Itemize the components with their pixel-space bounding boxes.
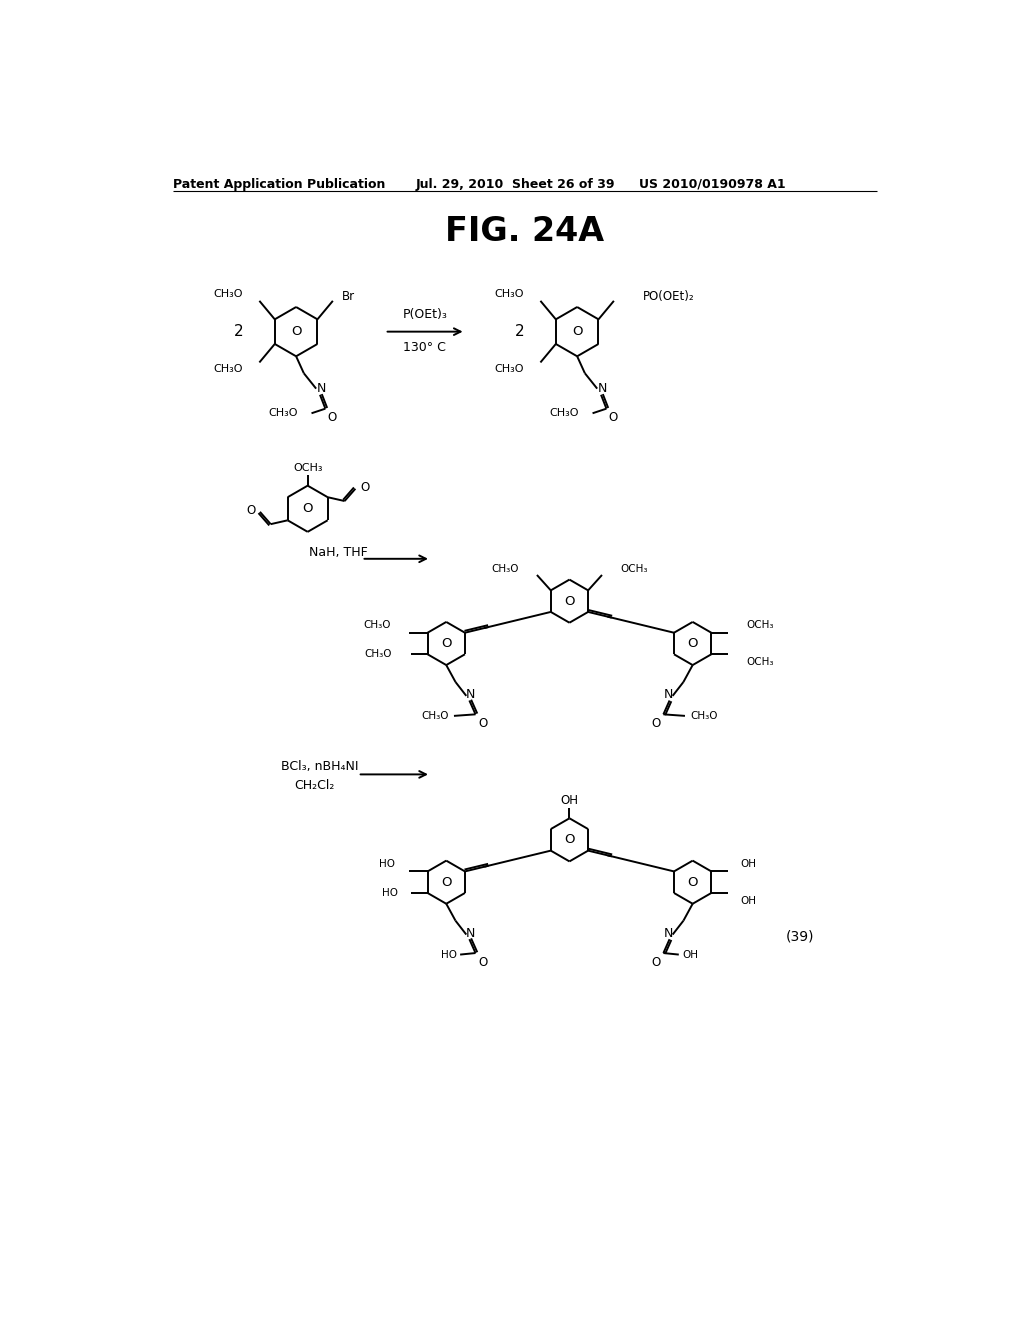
Text: O: O <box>291 325 301 338</box>
Text: O: O <box>564 833 574 846</box>
Text: O: O <box>687 875 698 888</box>
Text: CH₂Cl₂: CH₂Cl₂ <box>295 779 335 792</box>
Text: N: N <box>598 381 607 395</box>
Text: O: O <box>651 956 660 969</box>
Text: O: O <box>572 325 583 338</box>
Text: FIG. 24A: FIG. 24A <box>445 215 604 248</box>
Text: O: O <box>564 594 574 607</box>
Text: BCl₃, nBH₄NI: BCl₃, nBH₄NI <box>281 760 358 774</box>
Text: NaH, THF: NaH, THF <box>309 546 368 560</box>
Text: O: O <box>302 502 313 515</box>
Text: O: O <box>651 717 660 730</box>
Text: N: N <box>466 927 475 940</box>
Text: OCH₃: OCH₃ <box>746 620 774 630</box>
Text: HO: HO <box>441 949 457 960</box>
Text: Jul. 29, 2010  Sheet 26 of 39: Jul. 29, 2010 Sheet 26 of 39 <box>416 178 615 190</box>
Text: OCH₃: OCH₃ <box>621 564 648 574</box>
Text: OCH₃: OCH₃ <box>293 463 323 473</box>
Text: HO: HO <box>379 859 395 869</box>
Text: CH₃O: CH₃O <box>549 408 579 418</box>
Text: OH: OH <box>682 949 698 960</box>
Text: CH₃O: CH₃O <box>490 564 518 574</box>
Text: O: O <box>608 412 617 425</box>
Text: O: O <box>687 638 698 649</box>
Text: Br: Br <box>342 289 355 302</box>
Text: CH₃O: CH₃O <box>494 364 523 375</box>
Text: O: O <box>478 717 487 730</box>
Text: CH₃O: CH₃O <box>268 408 298 418</box>
Text: US 2010/0190978 A1: US 2010/0190978 A1 <box>639 178 785 190</box>
Text: O: O <box>478 956 487 969</box>
Text: CH₃O: CH₃O <box>494 289 523 298</box>
Text: OH: OH <box>740 896 757 906</box>
Text: CH₃O: CH₃O <box>421 711 449 721</box>
Text: N: N <box>316 381 327 395</box>
Text: P(OEt)₃: P(OEt)₃ <box>402 308 447 321</box>
Text: CH₃O: CH₃O <box>690 711 718 721</box>
Text: O: O <box>327 412 336 425</box>
Text: O: O <box>360 480 370 494</box>
Text: N: N <box>664 927 673 940</box>
Text: O: O <box>441 638 452 649</box>
Text: CH₃O: CH₃O <box>365 649 392 659</box>
Text: 130° C: 130° C <box>403 341 446 354</box>
Text: HO: HO <box>382 888 398 898</box>
Text: Patent Application Publication: Patent Application Publication <box>173 178 385 190</box>
Text: OH: OH <box>560 795 579 807</box>
Text: O: O <box>441 875 452 888</box>
Text: CH₃O: CH₃O <box>364 620 390 630</box>
Text: 2: 2 <box>233 325 243 339</box>
Text: OCH₃: OCH₃ <box>746 657 774 667</box>
Text: OH: OH <box>740 859 757 869</box>
Text: N: N <box>664 688 673 701</box>
Text: CH₃O: CH₃O <box>213 364 243 375</box>
Text: CH₃O: CH₃O <box>213 289 243 298</box>
Text: O: O <box>246 504 255 517</box>
Text: 2: 2 <box>515 325 524 339</box>
Text: (39): (39) <box>786 929 815 942</box>
Text: N: N <box>466 688 475 701</box>
Text: PO(OEt)₂: PO(OEt)₂ <box>643 289 694 302</box>
